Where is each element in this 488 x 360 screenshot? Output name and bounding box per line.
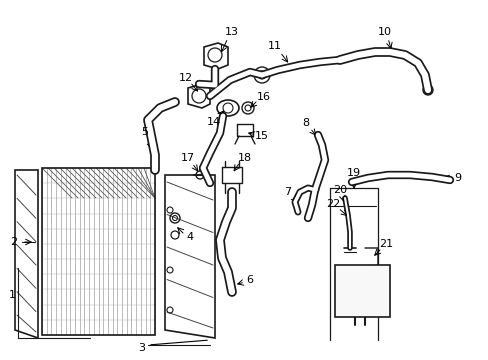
Text: 4: 4 (186, 232, 193, 242)
Text: 18: 18 (238, 153, 251, 163)
Text: 2: 2 (10, 237, 18, 247)
Bar (334, 265, 389, 317)
Text: 7: 7 (284, 187, 291, 197)
Text: 20: 20 (332, 185, 346, 195)
Text: 5: 5 (141, 127, 148, 137)
Text: 21: 21 (378, 239, 392, 249)
Text: 22: 22 (325, 199, 340, 209)
Text: 11: 11 (267, 41, 282, 51)
Text: 17: 17 (181, 153, 195, 163)
Text: 13: 13 (224, 27, 239, 37)
Text: 1: 1 (8, 290, 16, 300)
Text: 9: 9 (453, 173, 461, 183)
Text: 12: 12 (179, 73, 193, 83)
Text: 3: 3 (138, 343, 145, 353)
Text: 14: 14 (206, 117, 221, 127)
Bar (42, 168, 155, 335)
Text: 10: 10 (377, 27, 391, 37)
Text: 16: 16 (257, 92, 270, 102)
Text: 8: 8 (302, 118, 309, 128)
Text: 15: 15 (254, 131, 268, 141)
Text: 19: 19 (346, 168, 360, 178)
Text: 6: 6 (246, 275, 253, 285)
